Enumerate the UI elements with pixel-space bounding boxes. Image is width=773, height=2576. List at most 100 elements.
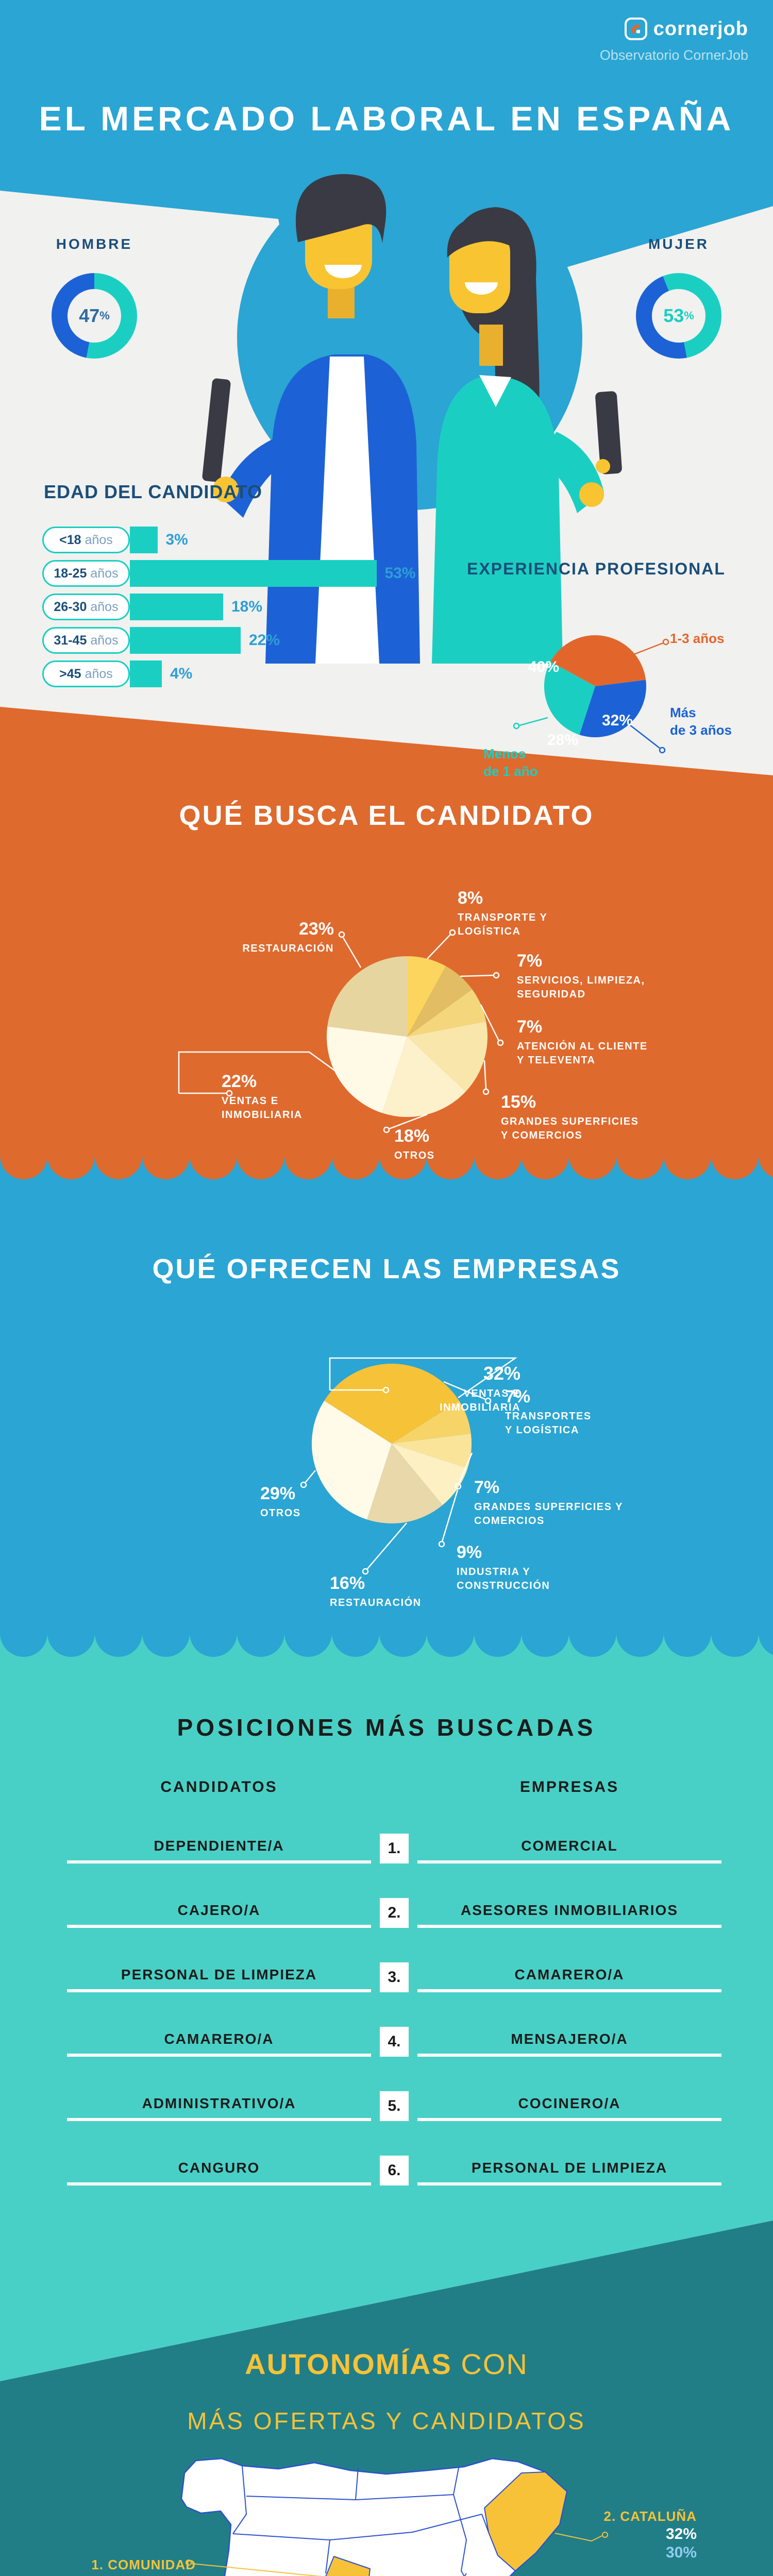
ofrecen-pct-7a: 7% (505, 1387, 531, 1406)
pie-slice-18% (382, 1037, 466, 1117)
logo-text: cornerjob (653, 18, 748, 40)
autonomias-title-light: CON (451, 2348, 528, 2380)
pie-slice-9% (392, 1444, 468, 1505)
hombre-donut-chart: 47% (52, 273, 137, 359)
candidatos-cell: ADMINISTRATIVO/A (67, 2090, 371, 2121)
posiciones-table: DEPENDIENTE/A 1. COMERCIAL CAJERO/A 2. ASESOR… (67, 1832, 721, 2218)
busca-pct-7a: 7% (517, 951, 543, 971)
busca-l15-2: Y COMERCIOS (501, 1130, 583, 1141)
ofrecen-l32-1: VENTAS E (463, 1388, 520, 1399)
edad-bar-row: >45 años 4% (42, 660, 416, 687)
wave-bump (237, 1609, 284, 1657)
busca-l7a-1: SERVICIOS, LIMPIEZA, (517, 975, 645, 986)
busca-label-otros: 18% OTROS (394, 1127, 435, 1163)
busca-pct-23: 23% (298, 919, 334, 939)
map-label-madrid: 1. COMUNIDADDE MADRID 29% 30% (77, 2556, 196, 2576)
cataluna-ofertas: 32% (665, 2526, 697, 2543)
edad-bar-value: 4% (170, 665, 193, 682)
busca-title: QUÉ BUSCA EL CANDIDATO (179, 800, 594, 831)
cornerjob-logo: cornerjob (624, 18, 748, 40)
edad-bar (130, 527, 158, 553)
busca-l7b-2: Y TELEVENTA (517, 1055, 596, 1066)
mujer-label: MUJER (648, 236, 709, 252)
experiencia-1-3-label: 1-3 años (670, 631, 725, 646)
edad-bar (130, 560, 377, 587)
rank-box: 1. (380, 1834, 409, 1863)
wave-bump (190, 1609, 237, 1657)
experiencia-mas3-line2: de 3 años (670, 722, 732, 738)
pie-slice-7% (392, 1400, 471, 1444)
busca-label-transporte: 8% TRANSPORTE Y LOGÍSTICA (458, 889, 547, 939)
ofrecen-label-ventas: 32% VENTAS E INMOBILIARIA (392, 1364, 520, 1415)
wave-bump (759, 1611, 773, 1655)
autonomias-title-bold: AUTONOMÍAS (245, 2348, 452, 2380)
pie-slice-32% (324, 1363, 459, 1444)
ofrecen-label-otros: 29% OTROS (260, 1485, 301, 1520)
ofrecen-l32-2: INMOBILIARIA (440, 1402, 520, 1413)
pie-slice-15% (407, 1021, 488, 1092)
experiencia-pie (544, 635, 646, 738)
busca-l23-1: RESTAURACIÓN (242, 943, 334, 954)
autonomias-title-line2: MÁS OFERTAS Y CANDIDATOS (187, 2408, 586, 2434)
cataluna-name: 2. CATALUÑA (603, 2509, 697, 2524)
experiencia-mas3-label: Más de 3 años (670, 704, 732, 739)
cataluna-candidatos: 30% (665, 2544, 697, 2561)
busca-label-restauracion: 23% RESTAURACIÓN (206, 920, 334, 956)
pie-slice-29% (311, 1400, 392, 1520)
empresas-cell: CAMARERO/A (417, 1961, 721, 1992)
busca-l7a-2: SEGURIDAD (517, 989, 586, 1000)
column-header-candidatos: CANDIDATOS (160, 1778, 278, 1795)
candidatos-cell: CAMARERO/A (67, 2025, 371, 2057)
ofrecen-pct-32: 32% (483, 1363, 520, 1384)
candidatos-cell: DEPENDIENTE/A (67, 1832, 371, 1863)
edad-category-pill: 26-30 años (42, 594, 130, 620)
ofrecen-l7b-1: GRANDES SUPERFICIES Y (474, 1501, 623, 1513)
ofrecen-pct-9: 9% (457, 1543, 482, 1562)
experiencia-28-label: 28% (547, 732, 579, 749)
hombre-label: HOMBRE (56, 236, 133, 252)
pie-slice-23% (327, 956, 407, 1037)
rank-box: 6. (380, 2156, 409, 2185)
busca-pct-8: 8% (458, 888, 483, 908)
hombre-unit: % (99, 309, 110, 322)
page-title: EL MERCADO LABORAL EN ESPAÑA (39, 99, 734, 138)
ofrecen-l9-2: CONSTRUCCIÓN (457, 1580, 550, 1591)
experiencia-40-label: 40% (528, 658, 560, 675)
ofrecen-label-grandes: 7% GRANDES SUPERFICIES Y COMERCIOS (474, 1479, 623, 1528)
pie-slice-7% (392, 1433, 472, 1468)
woman-phone (595, 391, 622, 474)
empresas-cell: ASESORES INMOBILIARIOS (417, 1896, 721, 1928)
empresas-cell: COCINERO/A (417, 2090, 721, 2121)
wave-bump (332, 1132, 379, 1179)
wave-bump (616, 1132, 664, 1179)
rank-box: 5. (380, 2091, 409, 2121)
busca-pct-7b: 7% (517, 1017, 543, 1037)
edad-bar (130, 627, 241, 654)
madrid-name-2: DE MADRID (77, 2573, 196, 2576)
edad-bar-row: <18 años 3% (42, 527, 416, 553)
table-row: PERSONAL DE LIMPIEZA 3. CAMARERO/A (67, 1961, 721, 1992)
edad-category-pill: >45 años (42, 660, 130, 687)
edad-bar (130, 660, 162, 687)
ofrecen-label-industria: 9% INDUSTRIA Y CONSTRUCCIÓN (457, 1544, 550, 1593)
wave-bump (142, 1132, 190, 1179)
wave-bump (569, 1609, 616, 1657)
wave-bump (474, 1609, 522, 1657)
pie-slice-40% (550, 635, 646, 686)
busca-label-atencion: 7% ATENCIÓN AL CLIENTE Y TELEVENTA (517, 1018, 648, 1067)
wave-bump (616, 1609, 664, 1657)
rank-box: 4. (380, 2027, 409, 2057)
wave-bump (142, 1609, 190, 1657)
ofrecen-l7b-2: COMERCIOS (474, 1515, 545, 1527)
mujer-value: 53 (663, 305, 684, 326)
busca-l8-1: TRANSPORTE Y (458, 912, 548, 923)
wave-bump (569, 1132, 616, 1179)
ofrecen-pct-16: 16% (330, 1573, 365, 1593)
pie-slice-7% (407, 989, 486, 1037)
edad-bar-value: 3% (165, 531, 188, 548)
wave-bump (332, 1609, 379, 1657)
ofrecen-l16-1: RESTAURACIÓN (330, 1597, 422, 1608)
busca-label-grandes: 15% GRANDES SUPERFICIES Y COMERCIOS (501, 1093, 638, 1143)
wave-bump (95, 1132, 142, 1179)
